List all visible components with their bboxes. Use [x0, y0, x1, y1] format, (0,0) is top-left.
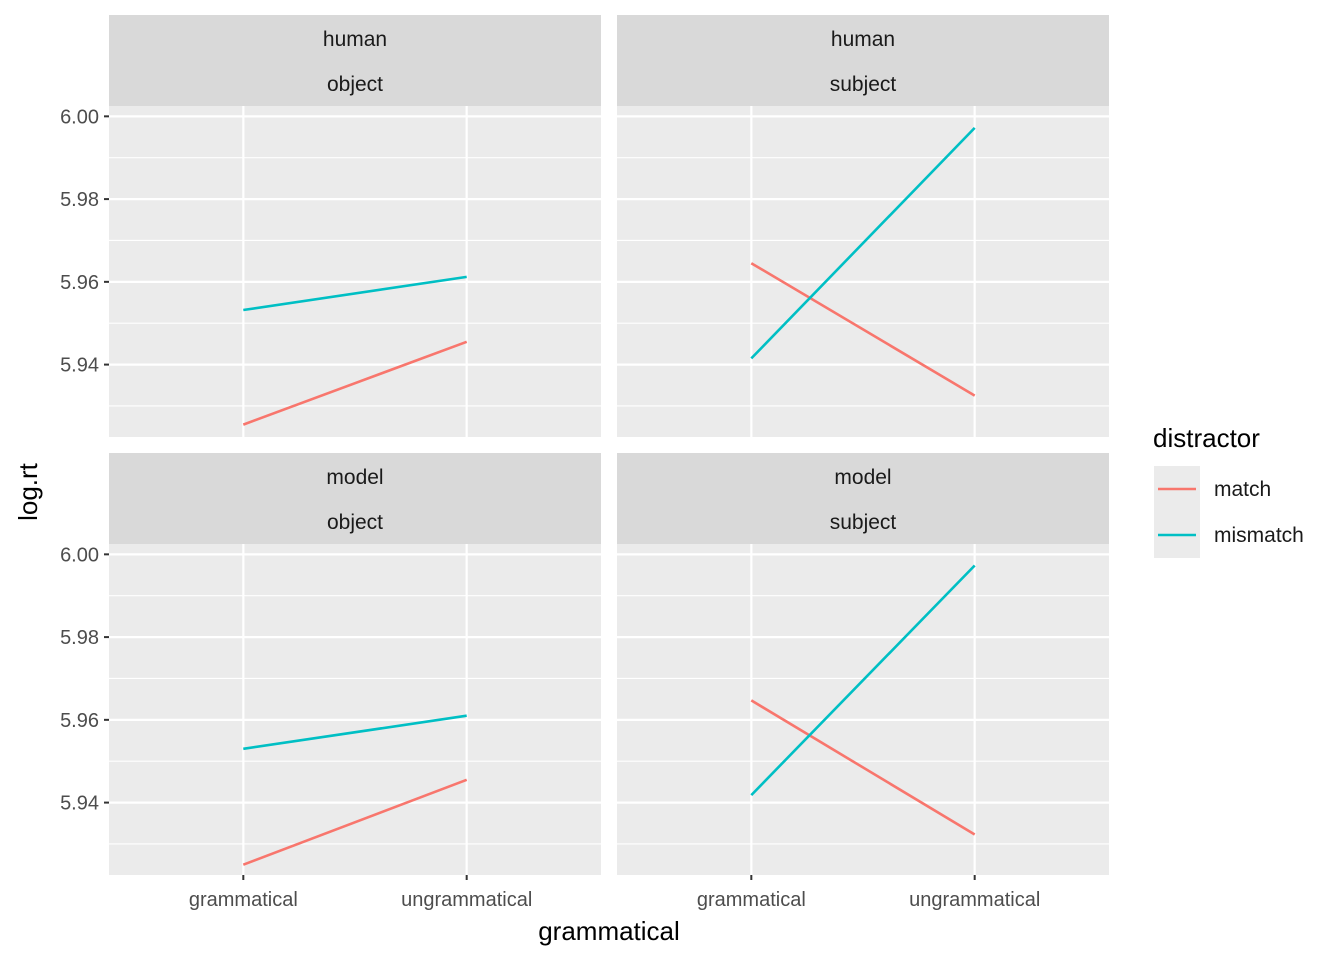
y-tick-label: 5.98 — [60, 627, 99, 649]
facet-strip — [617, 453, 1109, 544]
facet-strip-label: subject — [830, 73, 897, 96]
y-tick-label: 6.00 — [60, 106, 99, 128]
y-tick-label: 6.00 — [60, 544, 99, 566]
facet-strip — [617, 15, 1109, 106]
series-line-match — [750, 262, 976, 397]
y-tick-label: 5.96 — [60, 710, 99, 732]
facet-strip-label: subject — [830, 511, 897, 534]
x-tick-label: ungrammatical — [401, 889, 532, 911]
x-tick-label: grammatical — [697, 889, 806, 911]
series-line-mismatch — [243, 275, 467, 312]
series-line-mismatch — [243, 714, 467, 751]
y-axis-title: log.rt — [13, 462, 43, 521]
panel-background — [109, 106, 601, 437]
x-tick-label: grammatical — [189, 889, 298, 911]
facet-strip — [109, 453, 601, 544]
x-axis-title: grammatical — [538, 916, 680, 946]
facet-strip-label: human — [831, 28, 895, 51]
facet-strip-label: human — [323, 28, 387, 51]
panel-background — [617, 544, 1109, 875]
series-line-match — [242, 778, 468, 866]
facet-strip — [109, 15, 601, 106]
panel-background — [617, 106, 1109, 437]
series-line-match — [750, 699, 976, 836]
legend-label: match — [1214, 478, 1271, 501]
facet-strip-label: object — [327, 73, 383, 96]
series-line-mismatch — [750, 564, 976, 797]
x-tick-label: ungrammatical — [909, 889, 1040, 911]
y-tick-label: 5.96 — [60, 272, 99, 294]
legend-label: mismatch — [1214, 524, 1304, 547]
y-tick-label: 5.94 — [60, 793, 99, 815]
y-tick-label: 5.98 — [60, 189, 99, 211]
series-line-mismatch — [750, 126, 976, 360]
facet-strip-label: model — [834, 466, 891, 489]
panel-background — [109, 544, 601, 875]
legend-title: distractor — [1153, 423, 1260, 453]
y-tick-label: 5.94 — [60, 355, 99, 377]
facet-strip-label: object — [327, 511, 383, 534]
facet-strip-label: model — [326, 466, 383, 489]
series-line-match — [242, 340, 468, 426]
